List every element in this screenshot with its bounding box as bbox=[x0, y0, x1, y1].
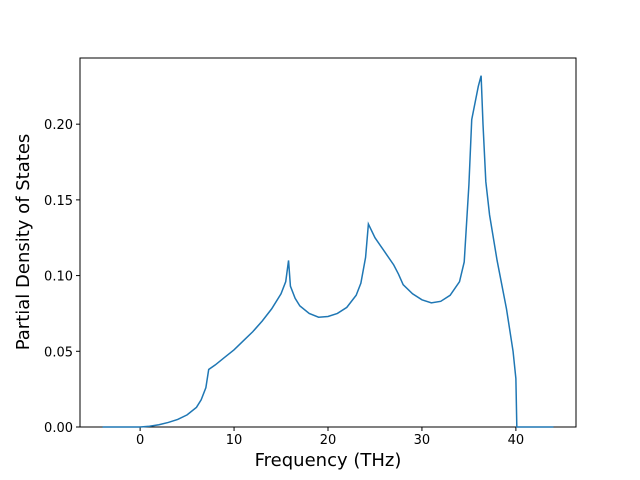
y-tick-label: 0.20 bbox=[44, 118, 73, 133]
x-tick-label: 30 bbox=[414, 433, 431, 448]
x-tick-label: 0 bbox=[136, 433, 144, 448]
y-tick-label: 0.10 bbox=[44, 270, 73, 285]
y-tick-label: 0.00 bbox=[44, 421, 73, 436]
data-line bbox=[102, 75, 554, 428]
x-tick-label: 10 bbox=[226, 433, 243, 448]
x-tick-label: 20 bbox=[320, 433, 337, 448]
y-axis-label: Partial Density of States bbox=[13, 134, 34, 351]
y-tick-label: 0.05 bbox=[44, 345, 73, 360]
plot-frame bbox=[79, 57, 577, 428]
y-tick-label: 0.15 bbox=[44, 194, 73, 209]
x-axis-label: Frequency (THz) bbox=[255, 450, 402, 471]
x-tick-label: 40 bbox=[508, 433, 525, 448]
